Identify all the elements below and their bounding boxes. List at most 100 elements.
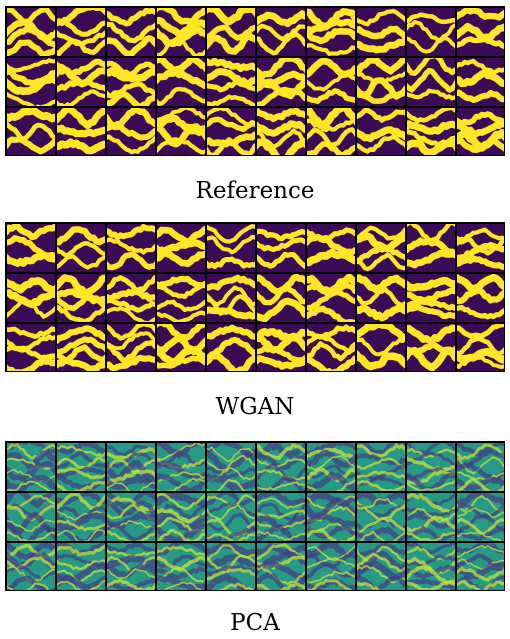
- high-band: [57, 519, 105, 532]
- sample-tile: [406, 442, 456, 492]
- sample-tile: [356, 223, 406, 273]
- sample-image: [107, 324, 155, 371]
- sample-tile: [106, 7, 156, 57]
- channel: [457, 354, 504, 369]
- low-band: [307, 464, 355, 479]
- low-band: [357, 574, 405, 590]
- low-band: [207, 472, 255, 491]
- channel: [307, 58, 355, 79]
- sample-image: [457, 108, 504, 155]
- channel: [357, 8, 405, 27]
- channel: [57, 226, 105, 246]
- channel: [307, 248, 355, 267]
- channel: [257, 345, 305, 363]
- channel: [107, 134, 155, 155]
- sample-tile: [306, 323, 356, 371]
- sample-image: [257, 443, 305, 491]
- high-band: [407, 447, 455, 459]
- sample-image: [107, 8, 155, 56]
- low-band: [407, 506, 455, 518]
- sample-tile: [56, 542, 106, 590]
- sample-tile: [356, 57, 406, 107]
- high-band: [257, 481, 305, 491]
- channel: [307, 141, 355, 155]
- high-band: [207, 533, 255, 541]
- low-band: [57, 450, 105, 469]
- sample-tile: [356, 442, 406, 492]
- channel: [457, 8, 504, 21]
- high-band: [457, 477, 504, 491]
- sample-image: [407, 493, 455, 541]
- sample-tile: [456, 223, 504, 273]
- high-band: [207, 517, 255, 538]
- channel: [257, 120, 305, 137]
- sample-image: [357, 108, 405, 155]
- channel: [257, 108, 305, 123]
- sample-image: [157, 58, 205, 106]
- low-band: [7, 543, 55, 560]
- high-band: [357, 581, 405, 590]
- sample-image: [357, 443, 405, 491]
- low-band: [307, 513, 355, 527]
- high-band: [457, 579, 504, 590]
- channel: [257, 23, 305, 41]
- channel: [407, 303, 455, 320]
- channel: [207, 351, 255, 371]
- high-band: [157, 477, 205, 491]
- sample-tile: [6, 57, 56, 107]
- channel: [257, 86, 305, 106]
- channel: [257, 355, 305, 370]
- high-band: [157, 545, 205, 557]
- sample-image: [57, 58, 105, 106]
- sample-image: [207, 58, 255, 106]
- high-band: [307, 447, 355, 460]
- sample-image: [357, 224, 405, 272]
- sample-image: [357, 493, 405, 541]
- channel: [207, 79, 255, 93]
- sample-image: [257, 108, 305, 155]
- channel: [157, 225, 205, 246]
- sample-image: [307, 493, 355, 541]
- channel: [57, 325, 105, 345]
- high-band: [157, 493, 205, 510]
- channel: [57, 293, 105, 312]
- high-band: [7, 543, 55, 560]
- high-band: [357, 457, 405, 470]
- high-band: [57, 445, 105, 458]
- sample-image: [457, 493, 504, 541]
- channel: [57, 138, 105, 155]
- sample-tile: [106, 542, 156, 590]
- channel: [157, 282, 205, 300]
- sample-image: [7, 443, 55, 491]
- low-band: [257, 523, 305, 541]
- sample-image: [257, 493, 305, 541]
- sample-tile: [106, 57, 156, 107]
- sample-tile: [106, 442, 156, 492]
- sample-tile: [406, 57, 456, 107]
- sample-tile: [256, 107, 306, 155]
- sample-tile: [56, 442, 106, 492]
- channel: [257, 327, 305, 342]
- channel: [357, 324, 405, 342]
- high-band: [457, 531, 504, 541]
- sample-image: [307, 543, 355, 590]
- wgan-sample-grid: [5, 222, 505, 372]
- channel: [107, 123, 155, 141]
- channel: [7, 136, 55, 155]
- high-band: [307, 478, 355, 491]
- channel: [157, 239, 205, 255]
- low-band: [207, 466, 255, 480]
- sample-tile: [256, 323, 306, 371]
- low-band: [357, 543, 405, 558]
- sample-image: [7, 224, 55, 272]
- sample-tile: [156, 273, 206, 323]
- sample-image: [57, 274, 105, 322]
- channel: [107, 81, 155, 99]
- low-band: [157, 523, 205, 541]
- sample-image: [107, 108, 155, 155]
- channel: [7, 357, 55, 371]
- channel: [457, 241, 504, 262]
- channel: [107, 298, 155, 313]
- channel: [57, 108, 105, 130]
- sample-tile: [456, 273, 504, 323]
